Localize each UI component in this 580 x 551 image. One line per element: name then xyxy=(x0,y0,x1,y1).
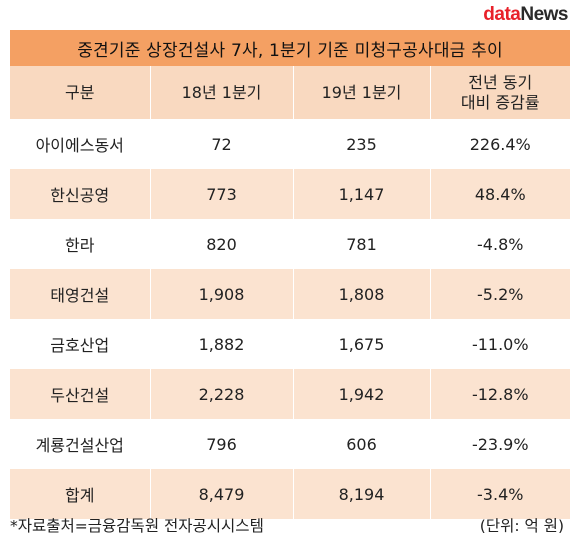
value-q18: 1,908 xyxy=(149,269,293,319)
value-change: -4.8% xyxy=(429,219,570,269)
header-change-line1: 전년 동기 xyxy=(468,72,533,92)
table-header-row: 구분 18년 1분기 19년 1분기 전년 동기 대비 증감률 xyxy=(10,66,570,119)
total-q19: 8,194 xyxy=(292,469,430,519)
value-change: -12.8% xyxy=(429,369,570,419)
source-note: *자료출처=금융감독원 전자공시시스템 xyxy=(10,517,264,535)
company-name: 태영건설 xyxy=(10,269,150,319)
value-q19: 1,942 xyxy=(292,369,430,419)
table-row: 아이에스동서 72 235 226.4% xyxy=(10,119,570,169)
header-q18: 18년 1분기 xyxy=(149,66,293,119)
value-q19: 781 xyxy=(292,219,430,269)
value-q18: 72 xyxy=(149,119,293,169)
value-change: 48.4% xyxy=(429,169,570,219)
company-name: 계룡건설산업 xyxy=(10,419,150,469)
brand-logo-part1: data xyxy=(483,4,521,25)
value-q19: 1,675 xyxy=(292,319,430,369)
value-q18: 1,882 xyxy=(149,319,293,369)
value-q18: 820 xyxy=(149,219,293,269)
value-q19: 1,808 xyxy=(292,269,430,319)
header-q19: 19년 1분기 xyxy=(292,66,430,119)
total-label: 합계 xyxy=(10,469,150,519)
unit-note: (단위: 억 원) xyxy=(479,517,564,535)
value-q19: 606 xyxy=(292,419,430,469)
value-q18: 796 xyxy=(149,419,293,469)
table-row-total: 합계 8,479 8,194 -3.4% xyxy=(10,469,570,519)
table-row: 한신공영 773 1,147 48.4% xyxy=(10,169,570,219)
value-q18: 773 xyxy=(149,169,293,219)
value-change: 226.4% xyxy=(429,119,570,169)
company-name: 한신공영 xyxy=(10,169,150,219)
value-change: -23.9% xyxy=(429,419,570,469)
header-change-line2: 대비 증감률 xyxy=(460,92,540,112)
header-change: 전년 동기 대비 증감률 xyxy=(429,66,570,119)
company-name: 두산건설 xyxy=(10,369,150,419)
company-name: 금호산업 xyxy=(10,319,150,369)
table-footer: *자료출처=금융감독원 전자공시시스템 (단위: 억 원) xyxy=(10,510,570,540)
value-change: -11.0% xyxy=(429,319,570,369)
table-row: 두산건설 2,228 1,942 -12.8% xyxy=(10,369,570,419)
table-row: 태영건설 1,908 1,808 -5.2% xyxy=(10,269,570,319)
total-q18: 8,479 xyxy=(149,469,293,519)
value-change: -5.2% xyxy=(429,269,570,319)
value-q19: 235 xyxy=(292,119,430,169)
data-table: 구분 18년 1분기 19년 1분기 전년 동기 대비 증감률 아이에스동서 7… xyxy=(10,66,570,519)
value-q19: 1,147 xyxy=(292,169,430,219)
brand-logo: data News xyxy=(483,4,568,26)
table-row: 금호산업 1,882 1,675 -11.0% xyxy=(10,319,570,369)
value-q18: 2,228 xyxy=(149,369,293,419)
table-row: 한라 820 781 -4.8% xyxy=(10,219,570,269)
header-category: 구분 xyxy=(10,66,150,119)
company-name: 한라 xyxy=(10,219,150,269)
company-name: 아이에스동서 xyxy=(10,119,150,169)
table-title: 중견기준 상장건설사 7사, 1분기 기준 미청구공사대금 추이 xyxy=(10,30,570,66)
brand-logo-part2: News xyxy=(520,4,568,25)
total-change: -3.4% xyxy=(429,469,570,519)
table-row: 계룡건설산업 796 606 -23.9% xyxy=(10,419,570,469)
